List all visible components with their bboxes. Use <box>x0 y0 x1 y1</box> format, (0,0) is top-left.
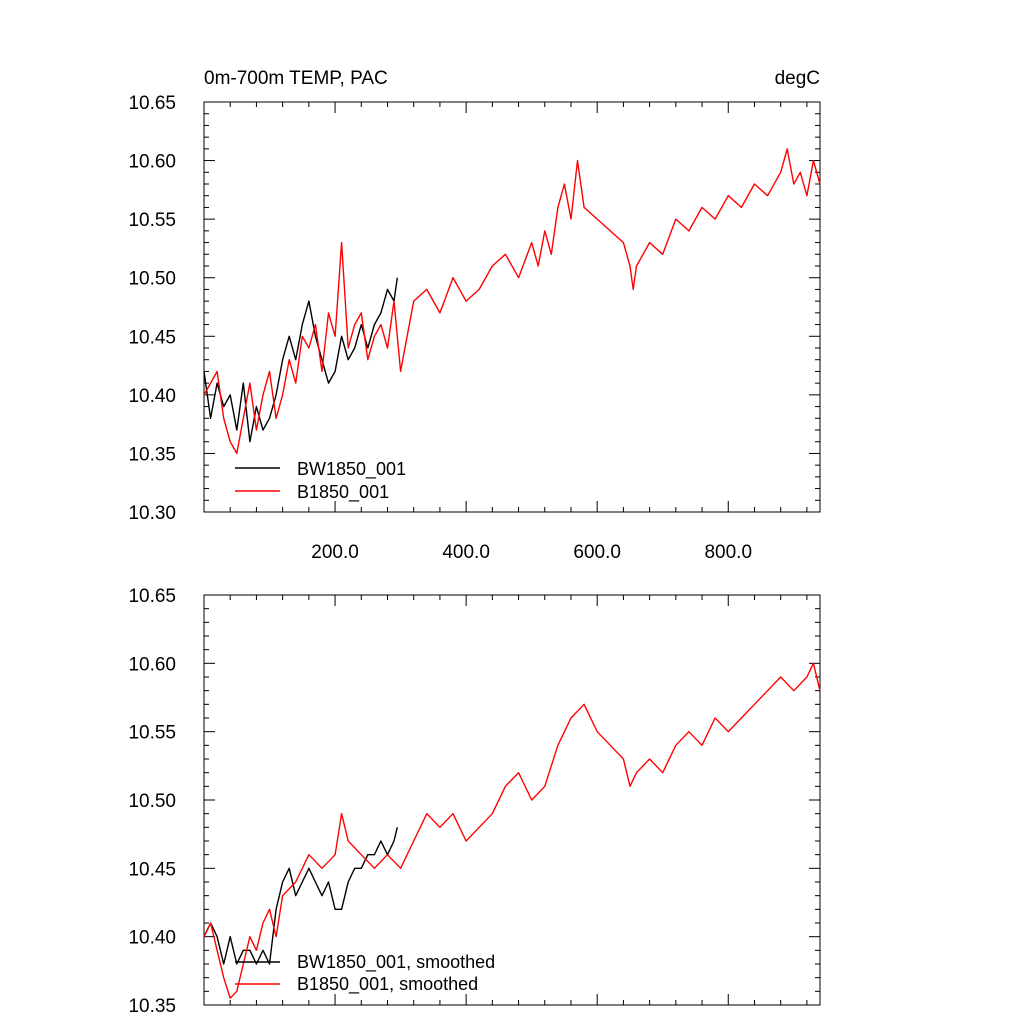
top-title-right: degC <box>775 68 820 89</box>
legend-label-bw1850-smoothed: BW1850_001, smoothed <box>297 952 495 973</box>
y-tick-label: 10.40 <box>128 928 176 949</box>
x-tick-label: 200.0 <box>311 542 359 563</box>
x-tick-label: 800.0 <box>704 542 752 563</box>
y-tick-label: 10.30 <box>128 503 176 524</box>
bottom-plot-frame <box>203 594 821 1006</box>
y-tick-label: 10.45 <box>128 859 176 880</box>
top-plot-frame <box>203 101 821 513</box>
top-panel: 0m-700m TEMP, PAC degC 10.30 10.35 10.40 10… <box>128 68 821 563</box>
y-tick-label: 10.35 <box>128 444 176 465</box>
y-tick-label: 10.45 <box>128 327 176 348</box>
y-tick-label: 10.65 <box>128 93 176 114</box>
legend-label-b1850-smoothed: B1850_001, smoothed <box>297 974 478 995</box>
series-line-bw1850-001-smoothed <box>203 827 398 965</box>
y-tick-label: 10.55 <box>128 210 176 231</box>
series-line-b1850-001-smoothed <box>203 662 821 999</box>
y-tick-label: 10.60 <box>128 654 176 675</box>
legend-label-b1850: B1850_001 <box>297 482 389 503</box>
y-tick-label: 10.50 <box>128 791 176 812</box>
top-title-left: 0m-700m TEMP, PAC <box>204 68 388 89</box>
legend-label-bw1850: BW1850_001 <box>297 459 406 480</box>
x-tick-label: 400.0 <box>442 542 490 563</box>
y-tick-label: 10.60 <box>128 152 176 173</box>
series-line-bw1850-001 <box>203 277 398 443</box>
y-tick-label: 10.35 <box>128 996 176 1017</box>
bottom-panel: 10.35 10.40 10.45 10.50 10.55 10.60 10.65 BW18… <box>128 586 821 1017</box>
y-tick-label: 10.50 <box>128 269 176 290</box>
series-line-b1850-001 <box>203 148 821 455</box>
y-tick-label: 10.55 <box>128 723 176 744</box>
y-tick-label: 10.65 <box>128 586 176 607</box>
top-legend: BW1850_001 B1850_001 <box>235 459 406 503</box>
x-tick-label: 600.0 <box>573 542 621 563</box>
bottom-legend: BW1850_001, smoothed B1850_001, smoothed <box>235 952 495 995</box>
y-tick-label: 10.40 <box>128 386 176 407</box>
